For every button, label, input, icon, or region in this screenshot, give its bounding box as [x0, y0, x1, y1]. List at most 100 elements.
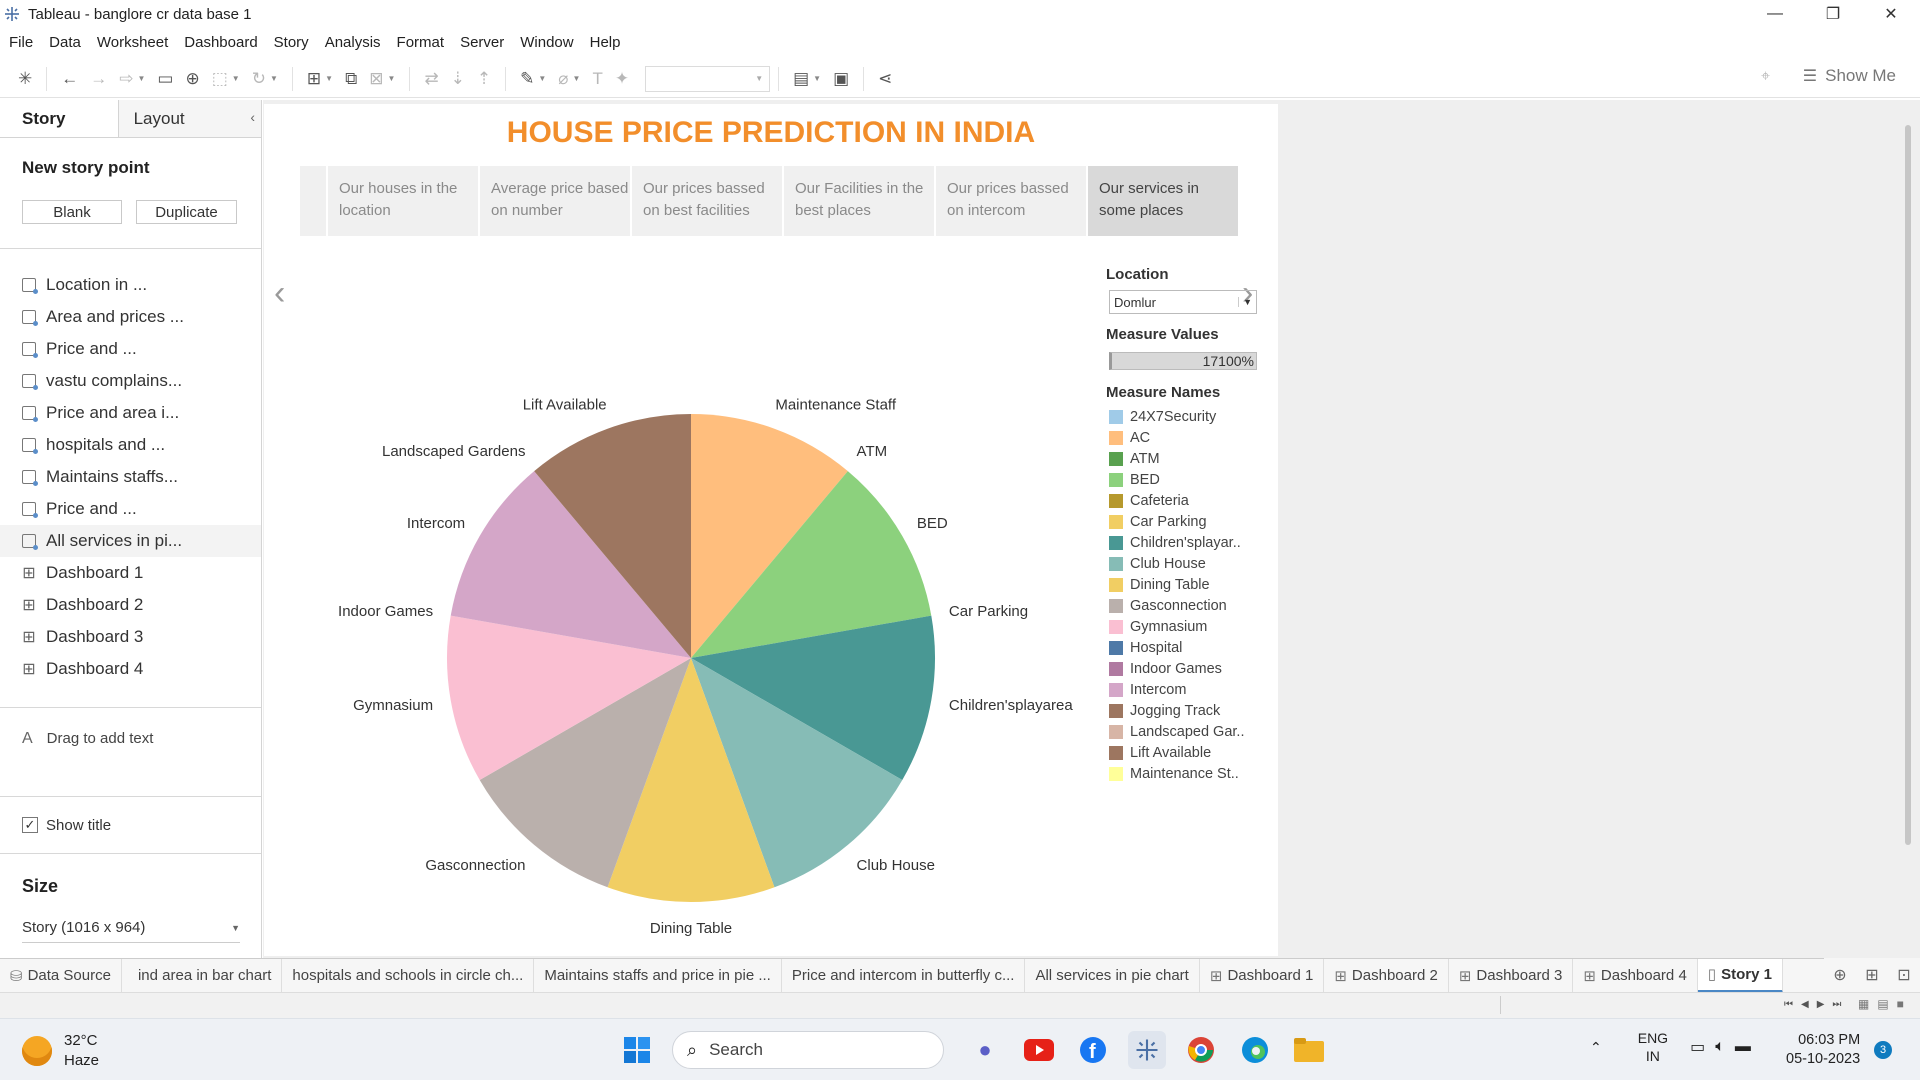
legend-item[interactable]: Intercom — [1106, 679, 1276, 700]
share-icon[interactable]: ⋖ — [878, 68, 893, 88]
vertical-scrollbar[interactable] — [1905, 125, 1911, 845]
group-icon[interactable]: ⌀ ▼ — [558, 68, 581, 88]
file-explorer-icon[interactable] — [1290, 1031, 1328, 1069]
pie-slice[interactable] — [607, 658, 775, 902]
menu-data[interactable]: Data — [49, 33, 81, 51]
save-icon[interactable]: ▭ — [157, 68, 174, 88]
restore-icon[interactable]: ❐ — [1825, 6, 1841, 23]
sheet-item[interactable]: ⊞ Dashboard 2 — [22, 595, 144, 614]
sheet-item[interactable]: Location in ... — [0, 269, 261, 301]
tableau-taskbar-icon[interactable] — [1128, 1031, 1166, 1069]
story-point[interactable]: Our prices bassed on best facilities — [632, 166, 782, 236]
tab-dashboard-3[interactable]: ⊞ Dashboard 3 — [1449, 959, 1574, 992]
legend-item[interactable]: ATM — [1106, 448, 1276, 469]
notification-badge[interactable]: 3 — [1874, 1041, 1892, 1059]
story-point-partial[interactable] — [300, 166, 326, 236]
tab-story[interactable]: Story — [22, 108, 66, 128]
language-indicator[interactable]: ENG IN — [1637, 1030, 1669, 1064]
blank-button[interactable]: Blank — [22, 200, 122, 224]
pie-slice[interactable] — [447, 615, 691, 780]
new-dashboard-icon[interactable]: ⊞ — [1865, 967, 1879, 984]
legend-item[interactable]: Gasconnection — [1106, 595, 1276, 616]
pin-axes-icon[interactable]: ✦ — [614, 68, 630, 88]
battery-icon[interactable]: ▬ — [1734, 1038, 1751, 1055]
sheet-item[interactable]: ⊞ Dashboard 3 — [22, 627, 144, 646]
menu-file[interactable]: File — [9, 33, 34, 51]
story-point[interactable]: Our Facilities in the best places — [784, 166, 934, 236]
sheet-item[interactable]: Price and ... — [0, 333, 261, 365]
tab-dashboard-2[interactable]: ⊞ Dashboard 2 — [1324, 959, 1449, 992]
pie-slice[interactable] — [691, 615, 936, 780]
legend-item[interactable]: Cafeteria — [1106, 490, 1276, 511]
fit-dropdown[interactable]: ▼ — [645, 65, 771, 92]
legend-item[interactable]: Car Parking — [1106, 511, 1276, 532]
sort-ascending-icon[interactable]: ⇣ — [450, 68, 465, 88]
windows-start-icon[interactable] — [618, 1031, 656, 1069]
volume-icon[interactable]: 🔈︎ — [1715, 1038, 1725, 1055]
chevron-up-icon[interactable]: ⌃ — [1590, 1038, 1602, 1055]
legend-item[interactable]: 24X7Security — [1106, 406, 1276, 427]
tab-story-1[interactable]: ▯ Story 1 — [1697, 959, 1783, 992]
show-cards-icon[interactable]: ▤ ▼ — [793, 68, 822, 88]
tab-sheet[interactable]: All services in pie chart — [1025, 959, 1200, 992]
story-point-selected[interactable]: Our services in some places — [1088, 166, 1238, 236]
replay-icon[interactable]: ⇨ ▼ — [119, 68, 146, 88]
legend-item[interactable]: BED — [1106, 469, 1276, 490]
legend-item[interactable]: Children'splayar.. — [1106, 532, 1276, 553]
chevron-left-icon[interactable]: ‹ — [274, 274, 286, 312]
sheet-navigation-icon[interactable]: ⏮◀▶⏭ — [1784, 999, 1850, 1010]
weather-widget[interactable]: 32°C Haze — [22, 1031, 99, 1071]
menu-worksheet[interactable]: Worksheet — [96, 33, 169, 51]
tab-dashboard-4[interactable]: ⊞ Dashboard 4 — [1573, 959, 1698, 992]
edge-icon[interactable] — [1236, 1031, 1274, 1069]
new-story-icon[interactable]: ⊡ — [1897, 967, 1911, 984]
drag-text-item[interactable]: A Drag to add text — [22, 730, 154, 747]
duplicate-sheet-icon[interactable]: ⧉ — [345, 68, 358, 88]
sheet-item-active[interactable]: All services in pi... — [0, 525, 261, 557]
youtube-icon[interactable] — [1020, 1031, 1058, 1069]
legend-item[interactable]: Jogging Track — [1106, 700, 1276, 721]
sheet-item[interactable]: Price and area i... — [0, 397, 261, 429]
sheet-item[interactable]: vastu complains... — [0, 365, 261, 397]
legend-item[interactable]: Landscaped Gar.. — [1106, 721, 1276, 742]
sheet-item[interactable]: ⊞ Dashboard 1 — [22, 563, 144, 582]
sort-descending-icon[interactable]: ⇡ — [476, 68, 492, 88]
menu-dashboard[interactable]: Dashboard — [184, 33, 258, 51]
tab-data-source[interactable]: ⛁ Data Source — [0, 959, 122, 992]
new-worksheet-icon[interactable]: ⊕ — [1833, 967, 1847, 984]
undo-icon[interactable]: ← — [61, 68, 79, 88]
legend-item[interactable]: Lift Available — [1106, 742, 1276, 763]
show-title-checkbox[interactable]: ✓ Show title — [0, 797, 261, 853]
taskbar-search[interactable]: ⌕ Search — [672, 1031, 944, 1069]
pause-updates-icon[interactable]: ⬚ ▼ — [211, 68, 240, 88]
pie-slice[interactable] — [691, 471, 932, 658]
legend-item[interactable]: Indoor Games — [1106, 658, 1276, 679]
swap-icon[interactable]: ⇄ — [424, 68, 439, 88]
sheet-item[interactable]: hospitals and ... — [0, 429, 261, 461]
menu-analysis[interactable]: Analysis — [324, 33, 381, 51]
teams-icon[interactable]: ● — [978, 1037, 992, 1062]
legend-item[interactable]: Club House — [1106, 553, 1276, 574]
collapse-chevron-icon[interactable]: ‹ — [250, 109, 255, 125]
pie-slice[interactable] — [691, 414, 848, 658]
legend-item[interactable]: AC — [1106, 427, 1276, 448]
presentation-mode-icon[interactable]: ▣ — [833, 68, 850, 88]
measure-values-slider[interactable]: 17100% — [1109, 352, 1257, 370]
tab-sheet[interactable]: ind area in bar chart — [122, 959, 283, 992]
redo-icon[interactable]: → — [90, 68, 108, 88]
sheet-item[interactable]: Area and prices ... — [0, 301, 261, 333]
tab-sheet[interactable]: Maintains staffs and price in pie ... — [534, 959, 782, 992]
legend-item[interactable]: Dining Table — [1106, 574, 1276, 595]
location-dropdown[interactable]: Domlur ▼ — [1109, 290, 1257, 314]
story-point[interactable]: Our prices bassed on intercom — [936, 166, 1086, 236]
sheet-item[interactable]: Price and ... — [0, 493, 261, 525]
facebook-icon[interactable]: f — [1074, 1031, 1112, 1069]
duplicate-button[interactable]: Duplicate — [136, 200, 237, 224]
tab-sheet[interactable]: Price and intercom in butterfly c... — [782, 959, 1026, 992]
sheet-item[interactable]: ⊞ Dashboard 4 — [22, 659, 144, 678]
tooltip-pin-icon[interactable]: ⌖ — [1760, 68, 1770, 85]
tab-dashboard-1[interactable]: ⊞ Dashboard 1 — [1200, 959, 1325, 992]
menu-format[interactable]: Format — [396, 33, 445, 51]
chrome-icon[interactable] — [1182, 1031, 1220, 1069]
close-icon[interactable]: ✕ — [1884, 6, 1898, 23]
